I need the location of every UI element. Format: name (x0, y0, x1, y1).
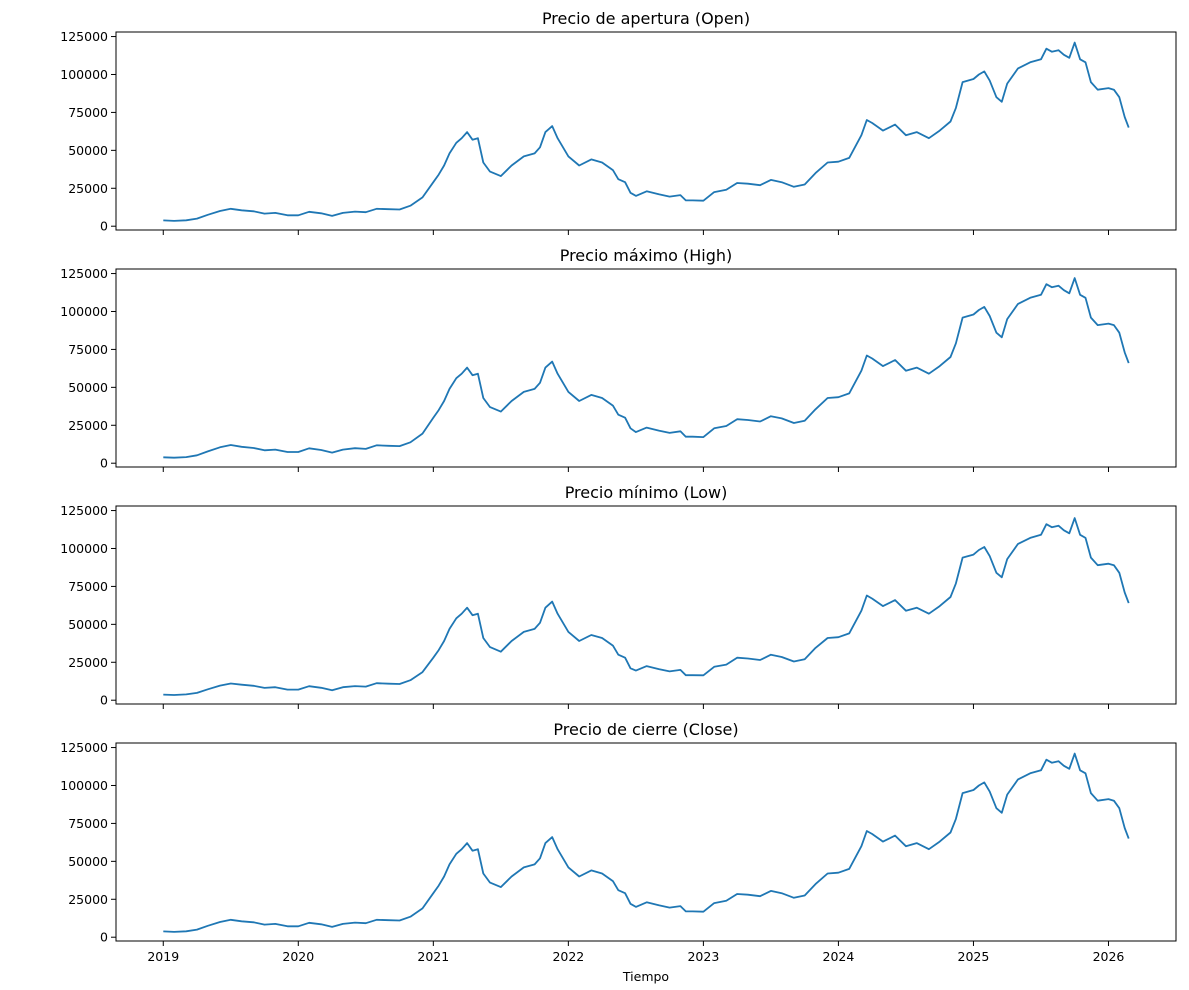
y-tick-label: 25000 (68, 181, 108, 196)
series-line (163, 517, 1130, 696)
x-tick-label: 2022 (552, 949, 584, 964)
x-tick-label: 2025 (958, 949, 990, 964)
y-tick-label: 125000 (60, 740, 108, 755)
chart-title: Precio de cierre (Close) (553, 720, 738, 739)
y-tick-label: 50000 (68, 854, 108, 869)
y-tick-label: 125000 (60, 503, 108, 518)
chart-panel-3: Precio mínimo (Low) 0 25000 50000 75000 10000… (60, 483, 1177, 709)
y-tick-label: 75000 (68, 579, 108, 594)
y-tick-label: 50000 (68, 143, 108, 158)
axes-frame (115, 268, 1177, 468)
x-tick-label: 2020 (282, 949, 314, 964)
y-tick-label: 75000 (68, 105, 108, 120)
y-tick-label: 100000 (60, 67, 108, 82)
y-tick-label: 0 (100, 219, 108, 234)
y-tick-label: 125000 (60, 266, 108, 281)
y-tick-label: 125000 (60, 29, 108, 44)
chart-panel-2: Precio máximo (High) 0 25000 50000 75000 1000… (60, 246, 1177, 472)
y-tick-label: 100000 (60, 778, 108, 793)
y-tick-label: 0 (100, 456, 108, 471)
x-tick-label: 2026 (1093, 949, 1125, 964)
y-tick-label: 50000 (68, 380, 108, 395)
chart-panel-4: Precio de cierre (Close) 0 25000 50000 75000… (60, 720, 1177, 984)
y-tick-label: 75000 (68, 816, 108, 831)
chart-panel-1: Precio de apertura (Open) 0 25000 50000 7500… (60, 9, 1177, 235)
chart-title: Precio de apertura (Open) (542, 9, 750, 28)
x-tick-label: 2019 (147, 949, 179, 964)
y-tick-label: 0 (100, 930, 108, 945)
y-tick-label: 25000 (68, 892, 108, 907)
axes-frame (115, 742, 1177, 942)
series-line (163, 41, 1130, 222)
y-tick-label: 25000 (68, 418, 108, 433)
y-tick-label: 100000 (60, 541, 108, 556)
series-line (163, 277, 1130, 459)
x-tick-label: 2024 (823, 949, 855, 964)
x-tick-label: 2023 (687, 949, 719, 964)
x-tick-label: 2021 (417, 949, 449, 964)
chart-title: Precio mínimo (Low) (565, 483, 728, 502)
series-line (163, 752, 1130, 933)
x-axis-label: Tiempo (622, 969, 669, 984)
y-tick-label: 0 (100, 693, 108, 708)
axes-frame (115, 505, 1177, 705)
y-tick-label: 50000 (68, 617, 108, 632)
y-tick-label: 25000 (68, 655, 108, 670)
axes-frame (115, 31, 1177, 231)
y-tick-label: 75000 (68, 342, 108, 357)
chart-title: Precio máximo (High) (560, 246, 733, 265)
y-tick-label: 100000 (60, 304, 108, 319)
